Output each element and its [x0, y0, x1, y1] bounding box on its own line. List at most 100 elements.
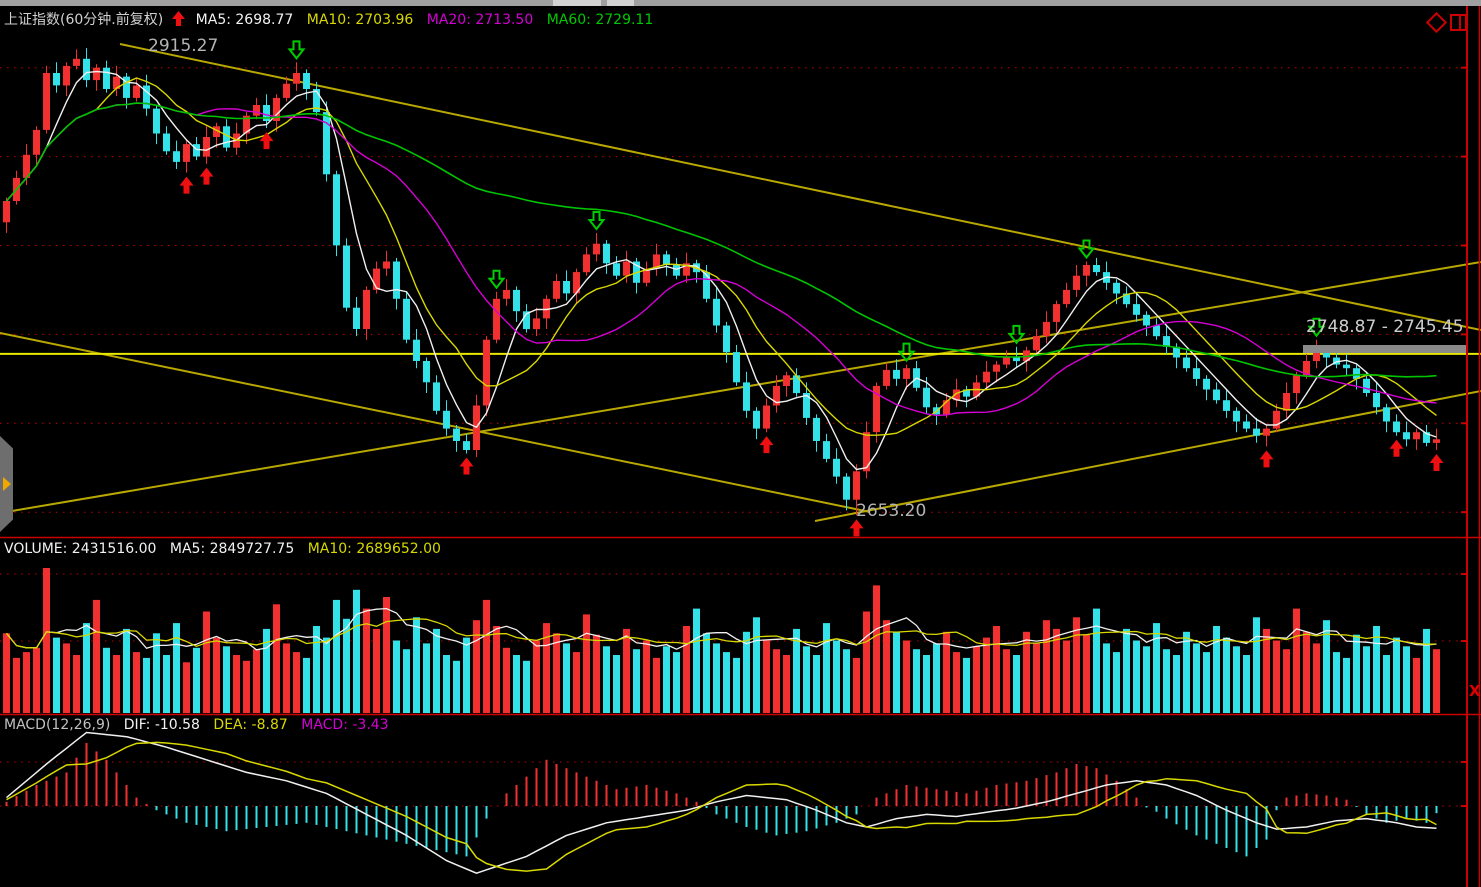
candlestick: [183, 144, 190, 162]
candlestick: [1233, 410, 1240, 422]
buy-arrow-marker: [199, 167, 214, 185]
trendline: [119, 43, 1481, 331]
candlestick: [613, 263, 620, 276]
candlestick: [343, 245, 350, 308]
candlestick: [3, 201, 10, 223]
volume-bar: [443, 655, 450, 713]
volume-bar: [373, 628, 380, 713]
volume-bar: [1353, 634, 1360, 713]
candlestick: [453, 428, 460, 441]
candlestick: [603, 243, 610, 264]
volume-bar: [193, 647, 200, 714]
candlestick: [563, 281, 570, 294]
candlestick: [243, 115, 250, 134]
candlestick: [113, 76, 120, 89]
candlestick: [143, 85, 150, 109]
maximize-window-icon-bar: [1459, 16, 1461, 29]
candlestick: [923, 387, 930, 408]
volume-bar: [1143, 646, 1150, 713]
trendline: [814, 390, 1481, 522]
volume-bar: [343, 618, 350, 714]
volume-bar: [333, 599, 340, 713]
candlestick: [763, 405, 770, 429]
candlestick: [83, 58, 90, 81]
volume-bar: [863, 611, 870, 713]
candlestick: [433, 382, 440, 411]
volume-bar: [1163, 649, 1170, 713]
candlestick: [1173, 346, 1180, 358]
candlestick: [813, 417, 820, 441]
candlestick: [843, 476, 850, 500]
ma10-value: MA10: 2703.96: [306, 12, 414, 28]
trendline: [0, 261, 1481, 514]
candlestick: [1203, 378, 1210, 390]
volume-bar: [953, 652, 960, 713]
volume-bar: [943, 631, 950, 713]
volume-bar: [1373, 626, 1380, 713]
volume-bar: [1213, 626, 1220, 713]
volume-bar: [293, 652, 300, 713]
volume-bar: [913, 649, 920, 713]
buy-arrow-marker: [1389, 439, 1404, 457]
candlestick: [1083, 265, 1090, 276]
candlestick: [673, 265, 680, 276]
volume-bar: [753, 617, 760, 713]
volume-bar: [1253, 617, 1260, 713]
candlestick: [513, 289, 520, 312]
candlestick: [703, 272, 710, 299]
candlestick: [33, 129, 40, 155]
candlestick: [413, 339, 420, 361]
volume-bar: [133, 652, 140, 713]
volume-bar: [993, 626, 1000, 713]
volume-bar: [1293, 608, 1300, 713]
volume-bar: [1223, 637, 1230, 713]
volume-bar: [223, 646, 230, 713]
volume-bar: [163, 655, 170, 713]
ma20-line: [5, 102, 1437, 417]
candlestick: [273, 97, 280, 121]
volume-bar: [1113, 652, 1120, 713]
volume-bar: [1003, 649, 1010, 713]
sidebar-expand-handle[interactable]: [0, 436, 13, 532]
candlestick: [643, 268, 650, 283]
volume-bar: [663, 646, 670, 713]
volume-bar: [903, 640, 910, 713]
candlestick: [903, 368, 910, 379]
volume-bar: [723, 652, 730, 713]
volume-bar: [383, 597, 390, 713]
volume-bar: [823, 623, 830, 713]
candlestick: [503, 289, 510, 299]
candlestick: [123, 76, 130, 98]
volume-bar: [873, 585, 880, 713]
volume-bar: [793, 628, 800, 713]
volume-bar: [233, 655, 240, 713]
candlestick: [1113, 282, 1120, 294]
volume-bar: [353, 589, 360, 714]
volume-bar: [433, 628, 440, 713]
volume-bar: [1193, 643, 1200, 713]
candlestick: [373, 268, 380, 290]
volume-bar: [303, 657, 310, 713]
candlestick: [423, 361, 430, 383]
volume-bar: [1073, 617, 1080, 713]
sell-arrow-marker: [897, 342, 916, 363]
candlestick: [363, 289, 370, 329]
volume-bar: [453, 660, 460, 713]
buy-arrow-marker: [849, 519, 864, 537]
sell-arrow-marker: [1007, 324, 1026, 345]
candlestick: [583, 254, 590, 273]
maximize-window-icon[interactable]: [1450, 14, 1467, 31]
volume-header: VOLUME: 2431516.00 MA5: 2849727.75 MA10:…: [4, 541, 450, 557]
volume-bar: [1433, 649, 1440, 713]
candlestick: [1433, 439, 1440, 443]
volume-bar: [1323, 620, 1330, 713]
candlestick: [153, 108, 160, 134]
candlestick: [1073, 275, 1080, 290]
buy-arrow-marker: [1429, 453, 1444, 471]
volume-bar: [93, 599, 100, 713]
close-pane-icon[interactable]: X: [1469, 682, 1481, 700]
volume-bar: [403, 649, 410, 713]
volume-bar: [533, 640, 540, 713]
candlestick: [593, 243, 600, 255]
